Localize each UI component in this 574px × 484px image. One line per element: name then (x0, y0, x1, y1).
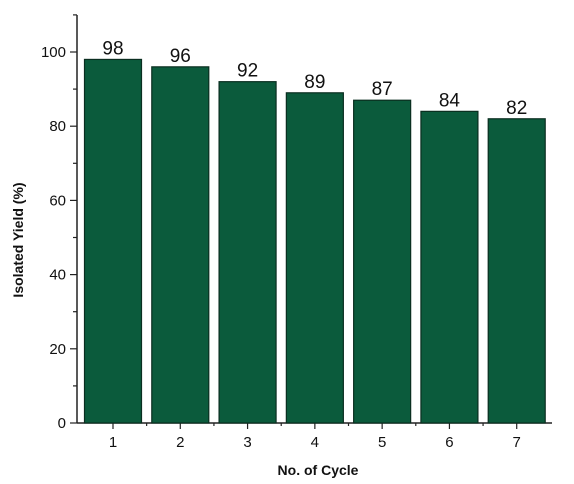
data-label: 98 (102, 38, 123, 59)
x-axis: 1 2 3 4 5 6 7 (77, 422, 552, 451)
y-tick-label: 100 (41, 44, 66, 61)
x-tick-label: 3 (243, 434, 251, 451)
x-tick-label: 6 (445, 434, 453, 451)
y-tick-label: 40 (49, 267, 66, 284)
y-tick-label: 20 (49, 341, 66, 358)
y-axis: 0 20 40 60 80 100 (41, 14, 78, 432)
x-tick-label: 5 (378, 434, 386, 451)
data-labels: 98 96 92 89 87 84 82 (102, 38, 527, 118)
bar (353, 99, 412, 424)
x-tick-label: 4 (311, 434, 319, 451)
y-tick-label: 0 (58, 415, 66, 432)
bar (420, 110, 479, 424)
x-tick-label: 2 (176, 434, 184, 451)
x-tick-label: 1 (109, 434, 117, 451)
data-label: 89 (304, 72, 325, 93)
x-axis-title: No. of Cycle (278, 462, 359, 478)
bars (83, 58, 546, 424)
y-tick-label: 80 (49, 118, 66, 135)
data-label: 96 (170, 46, 191, 67)
y-axis-title: Isolated Yield (%) (10, 182, 26, 297)
data-label: 82 (506, 98, 527, 119)
bar (83, 58, 143, 424)
y-tick-label: 60 (49, 192, 66, 209)
data-label: 84 (439, 90, 461, 111)
bar (151, 66, 210, 424)
data-label: 92 (237, 61, 258, 82)
data-label: 87 (372, 79, 393, 100)
bar (285, 92, 344, 424)
bar (218, 81, 277, 424)
bar (487, 118, 546, 424)
x-tick-label: 7 (513, 434, 521, 451)
